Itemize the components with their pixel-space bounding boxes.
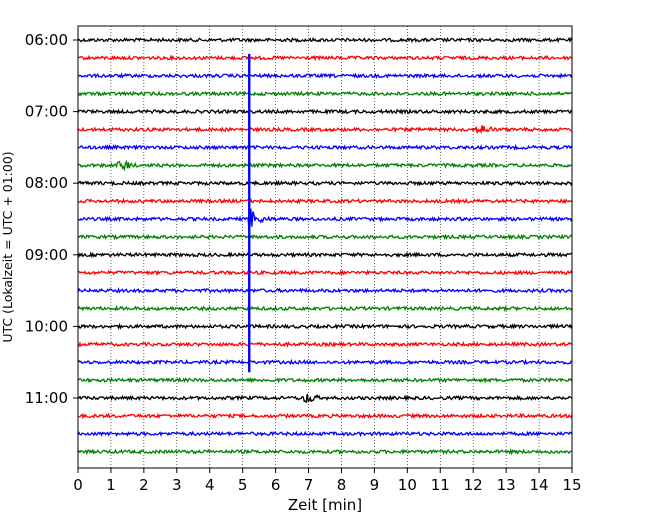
- trace-0700: [77, 108, 573, 116]
- x-tick-label: 12: [464, 476, 483, 494]
- y-axis-ticks: 06:00 07:00 08:00 09:00 10:00 11:00: [25, 31, 78, 407]
- trace-1030: [77, 358, 573, 366]
- x-axis-ticks: 0 1 2 3 4 5 6 7 8 9 10 11 12 13 14 15: [73, 468, 582, 494]
- trace-0915: [77, 269, 573, 277]
- x-tick-label: 8: [337, 476, 347, 494]
- trace-0730: [77, 143, 573, 151]
- trace-0800: [77, 179, 573, 187]
- trace-1100: [77, 393, 573, 404]
- x-tick-label: 9: [370, 476, 380, 494]
- trace-0900: [77, 251, 573, 259]
- trace-0715: [77, 125, 573, 135]
- x-tick-label: 2: [139, 476, 149, 494]
- x-tick-label: 15: [562, 476, 581, 494]
- trace-0745: [77, 159, 573, 172]
- y-axis-label: UTC (Lokalzeit = UTC + 01:00): [0, 151, 15, 342]
- trace-0845: [77, 233, 573, 241]
- trace-0945: [77, 304, 573, 313]
- seismic-traces: [77, 36, 573, 456]
- y-tick-label: 07:00: [25, 103, 68, 121]
- y-tick-label: 06:00: [25, 31, 68, 49]
- trace-1000: [77, 322, 573, 330]
- trace-0645: [77, 90, 573, 97]
- x-tick-label: 7: [304, 476, 314, 494]
- trace-0815: [77, 197, 573, 205]
- x-tick-label: 10: [398, 476, 417, 494]
- trace-0830: [77, 208, 573, 230]
- trace-0600: [77, 36, 573, 44]
- trace-1115: [77, 412, 573, 420]
- x-axis-label: Zeit [min]: [288, 496, 362, 514]
- trace-1015: [77, 341, 573, 348]
- x-tick-label: 13: [497, 476, 516, 494]
- trace-1045: [77, 376, 573, 384]
- trace-0615: [77, 54, 573, 62]
- x-tick-label: 5: [238, 476, 248, 494]
- x-tick-label: 6: [271, 476, 281, 494]
- x-tick-label: 1: [106, 476, 116, 494]
- y-tick-label: 09:00: [25, 246, 68, 264]
- x-tick-label: 4: [205, 476, 215, 494]
- y-tick-label: 08:00: [25, 174, 68, 192]
- y-tick-label: 10:00: [25, 317, 68, 335]
- x-tick-label: 11: [431, 476, 450, 494]
- trace-1130: [77, 430, 573, 438]
- x-tick-label: 14: [530, 476, 549, 494]
- grid-lines: [110, 26, 540, 468]
- y-tick-label: 11:00: [25, 389, 68, 407]
- x-tick-label: 0: [73, 476, 83, 494]
- trace-0930: [77, 287, 573, 294]
- trace-0630: [77, 72, 573, 80]
- x-tick-label: 3: [172, 476, 182, 494]
- plot-frame: [77, 25, 573, 469]
- trace-1145: [77, 448, 573, 456]
